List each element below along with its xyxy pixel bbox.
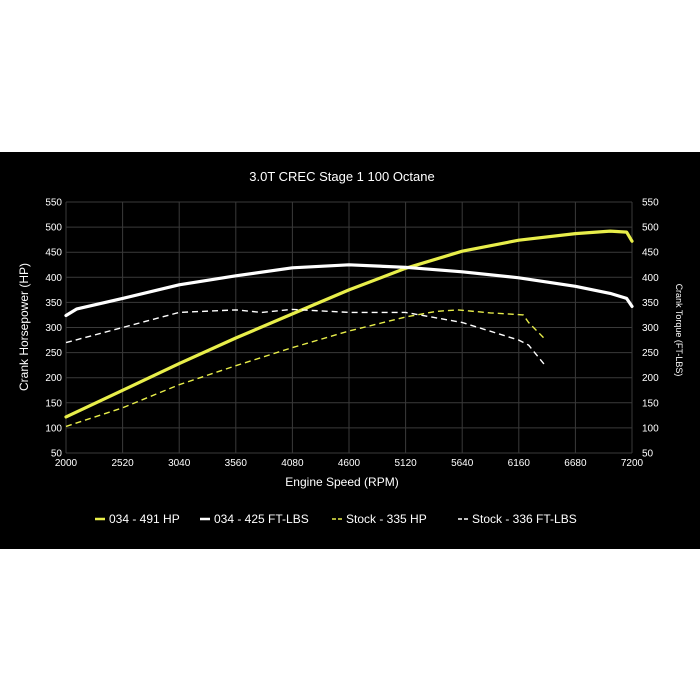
x-tick-label: 2520	[111, 458, 134, 469]
x-tick-label: 6680	[564, 458, 587, 469]
y-tick-label-left: 150	[45, 398, 62, 409]
y-tick-label-right: 150	[642, 398, 659, 409]
series-lines	[64, 229, 634, 428]
chart-title: 3.0T CREC Stage 1 100 Octane	[249, 169, 434, 184]
y-tick-label-left: 100	[45, 423, 62, 434]
grid	[65, 201, 633, 454]
legend-label: Stock - 336 FT-LBS	[472, 512, 577, 526]
x-axis-title: Engine Speed (RPM)	[285, 475, 398, 489]
y-axis-left-ticks: 50 100 150 200 250 300 350 400 450 500 550	[45, 198, 62, 460]
series-line-stock-336-ft-lbs	[65, 308, 546, 366]
x-tick-label: 4600	[338, 458, 361, 469]
y-tick-label-right: 450	[642, 248, 659, 259]
y-tick-label-left: 400	[45, 273, 62, 284]
y-tick-label-right: 350	[642, 298, 659, 309]
y-tick-label-left: 350	[45, 298, 62, 309]
y-tick-label-right: 50	[642, 449, 654, 460]
y-tick-label-right: 250	[642, 348, 659, 359]
series-line-stock-335-hp	[65, 309, 546, 428]
y-tick-label-left: 250	[45, 348, 62, 359]
legend: 034 - 491 HP 034 - 425 FT-LBS Stock - 335 …	[95, 512, 577, 526]
y-tick-label-left: 50	[51, 449, 63, 460]
y-tick-label-left: 500	[45, 223, 62, 234]
y-axis-right-title: Crank Torque (FT-LBS)	[674, 284, 684, 377]
legend-label: 034 - 425 FT-LBS	[214, 512, 309, 526]
x-tick-label: 3040	[168, 458, 191, 469]
x-tick-label: 5640	[451, 458, 474, 469]
y-tick-label-left: 450	[45, 248, 62, 259]
x-tick-label: 6160	[508, 458, 531, 469]
x-tick-label: 5120	[394, 458, 417, 469]
y-tick-label-right: 550	[642, 198, 659, 209]
y-tick-label-right: 100	[642, 423, 659, 434]
y-tick-label-right: 300	[642, 323, 659, 334]
x-axis-ticks: 2000 2520 3040 3560 4080 4600 5120 5640 6160 6680…	[55, 458, 644, 469]
y-tick-label-left: 300	[45, 323, 62, 334]
x-tick-label: 4080	[281, 458, 304, 469]
x-tick-label: 7200	[621, 458, 644, 469]
x-tick-label: 2000	[55, 458, 78, 469]
chart-panel	[0, 152, 700, 549]
y-axis-left-title: Crank Horsepower (HP)	[17, 263, 31, 391]
legend-label: 034 - 491 HP	[109, 512, 180, 526]
legend-label: Stock - 335 HP	[346, 512, 427, 526]
series-line-034-425-ft-lbs	[64, 263, 634, 318]
y-tick-label-right: 400	[642, 273, 659, 284]
y-tick-label-left: 550	[45, 198, 62, 209]
x-tick-label: 3560	[225, 458, 248, 469]
y-tick-label-right: 200	[642, 373, 659, 384]
y-tick-label-left: 200	[45, 373, 62, 384]
y-axis-right-ticks: 50 100 150 200 250 300 350 400 450 500 550	[642, 198, 659, 460]
y-tick-label-right: 500	[642, 223, 659, 234]
